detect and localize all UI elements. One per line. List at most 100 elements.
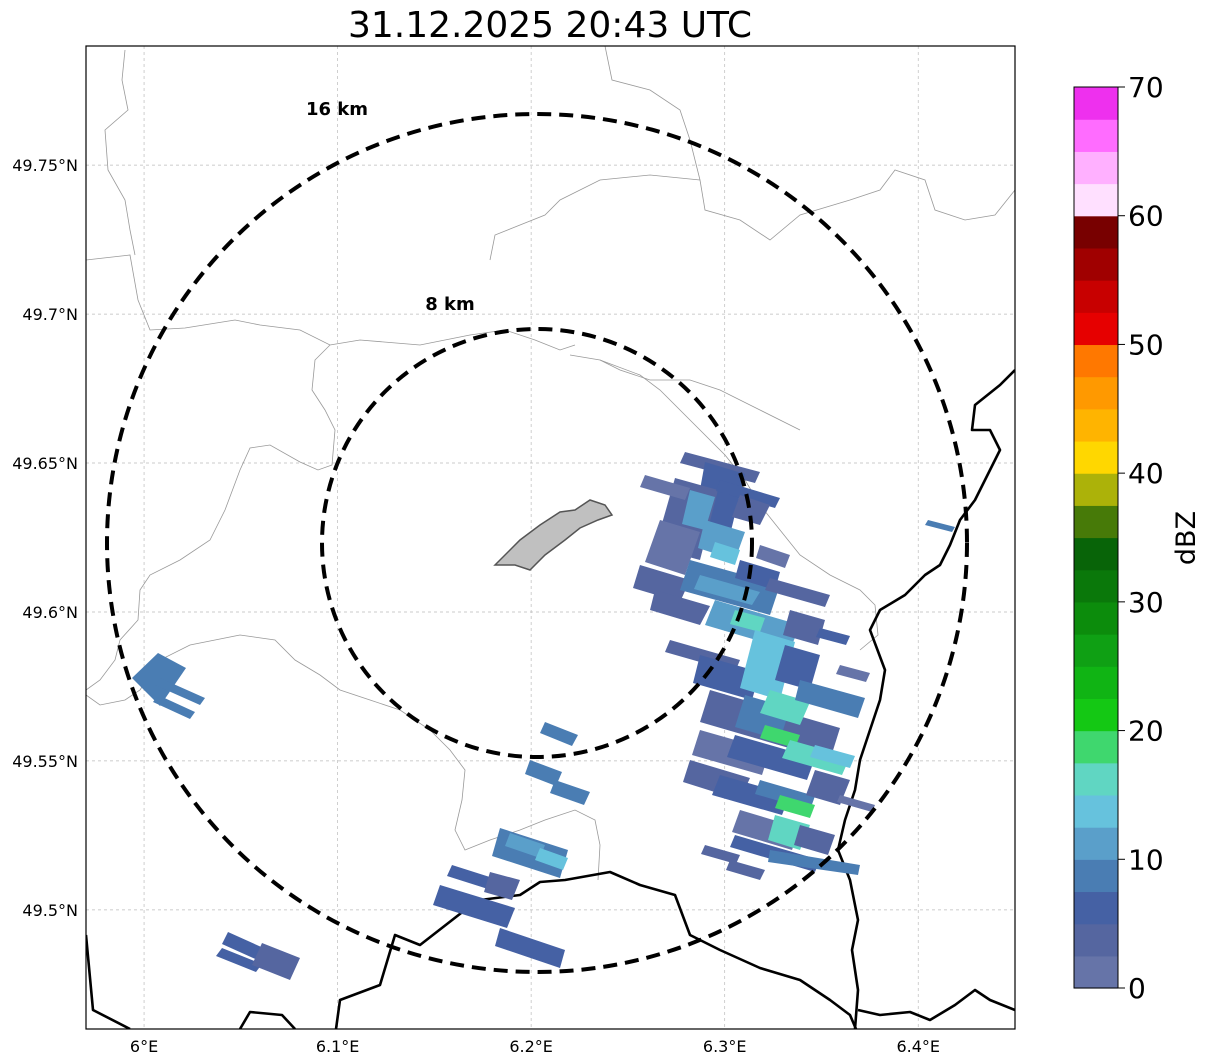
echo-cell	[775, 795, 815, 818]
echo-cell	[633, 565, 690, 602]
range-label-8km: 8 km	[425, 294, 475, 315]
echo-cell	[540, 722, 578, 746]
colorbar-tick-label: 10	[1128, 843, 1164, 876]
colorbar-swatch	[1074, 376, 1118, 410]
colorbar-swatch	[1074, 408, 1118, 442]
city-area-luxembourg	[493, 499, 614, 571]
colorbar-swatch	[1074, 955, 1118, 989]
admin-boundary-center-south	[86, 344, 336, 691]
range-rings	[105, 112, 969, 974]
echo-cell	[727, 735, 815, 780]
echo-cell	[775, 645, 820, 690]
colorbar-swatch	[1074, 730, 1118, 764]
admin-boundary-north	[86, 254, 576, 351]
echo-cell	[783, 610, 825, 645]
echo-cell	[768, 850, 860, 875]
echo-cell	[640, 475, 690, 500]
admin-boundary-west-valley	[104, 49, 136, 256]
echo-cell	[505, 833, 545, 858]
echo-cell	[726, 860, 765, 880]
colorbar-swatch	[1074, 215, 1118, 249]
echo-cell	[816, 628, 850, 645]
echo-cell	[433, 885, 515, 928]
admin-boundary-southwest	[86, 634, 601, 881]
colorbar-tick-label: 0	[1128, 972, 1146, 1005]
colorbar-swatch	[1074, 794, 1118, 828]
echo-cell	[837, 795, 875, 812]
colorbar-swatch	[1074, 183, 1118, 217]
echo-cell	[712, 775, 790, 815]
border-luxembourg-france	[86, 870, 858, 1029]
lon-tick-label: 6°E	[130, 1037, 158, 1056]
echo-cell	[155, 678, 205, 705]
lat-tick-label: 49.55°N	[12, 752, 78, 771]
colorbar-swatch	[1074, 859, 1118, 893]
map-title: 31.12.2025 20:43 UTC	[348, 5, 752, 46]
colorbar-swatch	[1074, 601, 1118, 635]
echo-cell	[710, 542, 740, 565]
echo-cell	[216, 948, 262, 972]
echo-cell	[740, 630, 795, 700]
colorbar-swatch	[1074, 247, 1118, 281]
echo-cell	[836, 665, 870, 682]
echo-cell	[153, 695, 195, 719]
colorbar-swatch	[1074, 440, 1118, 474]
lat-tick-label: 49.75°N	[12, 156, 78, 175]
echo-cell	[806, 770, 850, 805]
echo-cell	[650, 590, 710, 625]
range-ring-16km	[105, 112, 969, 974]
gridlines	[86, 46, 1015, 1029]
echo-cell	[495, 928, 565, 968]
colorbar-swatch	[1074, 473, 1118, 506]
echo-cell	[535, 848, 568, 870]
colorbar-swatches	[1074, 87, 1118, 989]
echo-cell	[550, 780, 590, 805]
lat-tick-label: 49.5°N	[22, 901, 78, 920]
admin-boundary-northeast	[604, 46, 1015, 241]
colorbar-swatch	[1074, 537, 1118, 571]
colorbar-swatch	[1074, 666, 1118, 699]
echo-cell	[810, 745, 855, 768]
colorbar-swatch	[1074, 923, 1118, 957]
echo-cell	[794, 825, 835, 855]
colorbar-swatch	[1074, 151, 1118, 185]
echo-cell	[484, 872, 520, 900]
colorbar-swatch	[1074, 569, 1118, 603]
border-southeast-segment	[857, 988, 1015, 1022]
map-frame	[85, 45, 1016, 1030]
map-panel: 16 km 8 km	[86, 46, 1015, 1029]
colorbar-swatch	[1074, 634, 1118, 667]
echo-cell	[222, 932, 268, 962]
echo-cell	[525, 760, 562, 786]
lat-tick-label: 49.6°N	[22, 603, 78, 622]
colorbar-swatch	[1074, 119, 1118, 152]
echo-cell	[732, 495, 770, 525]
colorbar-tick-label: 40	[1128, 457, 1164, 490]
colorbar-tick-labels: 0 10 20 30 40 50 60 70	[1118, 71, 1164, 1005]
colorbar: 0 10 20 30 40 50 60 70 dBZ	[1073, 71, 1202, 1005]
lat-tick-label: 49.65°N	[12, 454, 78, 473]
colorbar-swatch	[1074, 891, 1118, 925]
colorbar-swatch	[1074, 280, 1118, 313]
colorbar-tick-label: 60	[1128, 200, 1164, 233]
colorbar-swatch	[1074, 312, 1118, 346]
colorbar-swatch	[1074, 762, 1118, 796]
range-label-16km: 16 km	[306, 99, 368, 120]
colorbar-tick-label: 70	[1128, 71, 1164, 104]
latitude-tick-labels: 49.75°N 49.7°N 49.65°N 49.6°N 49.55°N 49.5°N	[12, 156, 78, 920]
colorbar-tick-label: 30	[1128, 586, 1164, 619]
echo-cell	[701, 845, 740, 864]
echo-cell	[795, 680, 865, 718]
lon-tick-label: 6.1°E	[316, 1037, 360, 1056]
colorbar-frame	[1073, 86, 1119, 989]
lon-tick-label: 6.2°E	[509, 1037, 553, 1056]
lat-tick-label: 49.7°N	[22, 305, 78, 324]
echo-cell	[645, 520, 700, 575]
lon-tick-label: 6.4°E	[896, 1037, 940, 1056]
longitude-tick-labels: 6°E 6.1°E 6.2°E 6.3°E 6.4°E	[130, 1037, 940, 1056]
echo-cell	[925, 520, 955, 532]
lon-tick-label: 6.3°E	[703, 1037, 747, 1056]
admin-boundary-north-east-link	[489, 174, 701, 261]
range-ring-8km	[320, 327, 754, 759]
